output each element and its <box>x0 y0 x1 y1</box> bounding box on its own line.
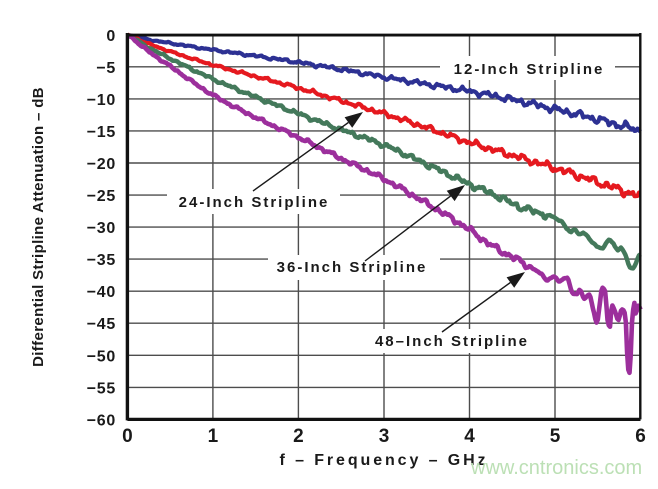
svg-text:36-Inch Stripline: 36-Inch Stripline <box>277 259 428 276</box>
svg-text:−35: −35 <box>87 252 116 269</box>
svg-text:4: 4 <box>464 426 475 447</box>
svg-text:f – Frequency – GHz: f – Frequency – GHz <box>280 452 489 469</box>
svg-text:−45: −45 <box>87 316 116 333</box>
svg-text:−60: −60 <box>87 412 116 429</box>
svg-text:5: 5 <box>550 426 561 447</box>
svg-text:0: 0 <box>106 28 116 45</box>
svg-text:3: 3 <box>379 426 390 447</box>
svg-text:48–Inch Stripline: 48–Inch Stripline <box>375 333 529 350</box>
svg-text:−30: −30 <box>87 220 116 237</box>
svg-text:6: 6 <box>635 426 646 447</box>
svg-text:−50: −50 <box>87 348 116 365</box>
svg-text:1: 1 <box>208 426 219 447</box>
svg-text:−20: −20 <box>87 156 116 173</box>
svg-text:−55: −55 <box>87 380 116 397</box>
svg-text:−15: −15 <box>87 124 116 141</box>
svg-text:−40: −40 <box>87 284 116 301</box>
svg-text:2: 2 <box>293 426 304 447</box>
svg-text:−5: −5 <box>96 60 116 77</box>
svg-text:Differential Stripline Attenua: Differential Stripline Attenuation – dB <box>30 87 47 367</box>
svg-text:0: 0 <box>122 426 133 447</box>
svg-text:24-Inch Stripline: 24-Inch Stripline <box>179 194 330 211</box>
svg-text:12-Inch Stripline: 12-Inch Stripline <box>454 61 605 78</box>
svg-text:−25: −25 <box>87 188 116 205</box>
svg-text:−10: −10 <box>87 92 116 109</box>
svg-text:www.cntronics.com: www.cntronics.com <box>470 457 642 479</box>
